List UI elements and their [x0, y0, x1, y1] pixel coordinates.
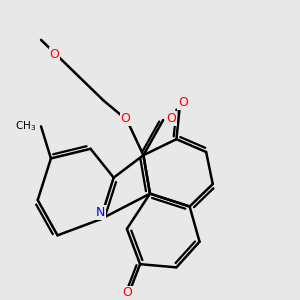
Text: O: O: [50, 48, 59, 61]
Text: CH$_3$: CH$_3$: [15, 119, 37, 133]
Text: O: O: [178, 96, 188, 109]
Text: O: O: [122, 286, 132, 299]
Text: N: N: [96, 206, 105, 219]
Text: O: O: [121, 112, 130, 125]
Text: O: O: [166, 112, 176, 125]
